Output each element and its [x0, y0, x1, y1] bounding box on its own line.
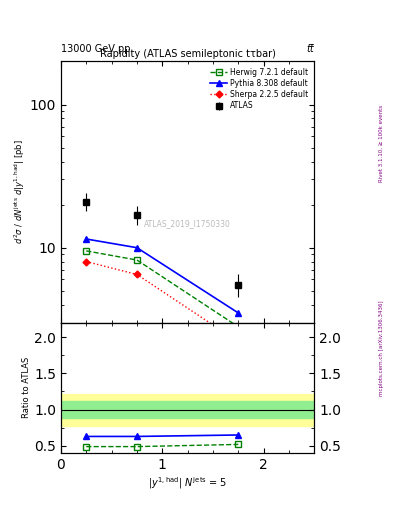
- Sherpa 2.2.5 default: [84, 259, 89, 265]
- Legend: Herwig 7.2.1 default, Pythia 8.308 default, Sherpa 2.2.5 default, ATLAS: Herwig 7.2.1 default, Pythia 8.308 defau…: [208, 65, 310, 113]
- Y-axis label: $d^2\sigma$ / $dN^\mathrm{jets}$ $d|y^{1,\mathrm{had}}|$ [pb]: $d^2\sigma$ / $dN^\mathrm{jets}$ $d|y^{1…: [13, 140, 27, 244]
- Herwig 7.2.1 default: [84, 248, 89, 254]
- Text: 13000 GeV pp: 13000 GeV pp: [61, 44, 130, 54]
- Line: Pythia 8.308 default: Pythia 8.308 default: [83, 236, 242, 316]
- Line: Herwig 7.2.1 default: Herwig 7.2.1 default: [83, 248, 241, 330]
- Pythia 8.308 default: [135, 245, 140, 251]
- Sherpa 2.2.5 default: [135, 271, 140, 278]
- Herwig 7.2.1 default: [135, 257, 140, 263]
- Bar: [61, 401, 314, 418]
- Text: Rivet 3.1.10, ≥ 100k events: Rivet 3.1.10, ≥ 100k events: [379, 105, 384, 182]
- Pythia 8.308 default: [84, 236, 89, 242]
- Title: Rapidity (ATLAS semileptonic tτbar): Rapidity (ATLAS semileptonic tτbar): [100, 49, 275, 59]
- Y-axis label: Ratio to ATLAS: Ratio to ATLAS: [22, 357, 31, 418]
- Text: tt̅: tt̅: [307, 44, 314, 54]
- Pythia 8.308 default: [236, 310, 241, 316]
- X-axis label: $|y^{1,\mathrm{had}}|$ $N^\mathrm{jets}$ = 5: $|y^{1,\mathrm{had}}|$ $N^\mathrm{jets}$…: [148, 475, 228, 490]
- Line: Sherpa 2.2.5 default: Sherpa 2.2.5 default: [84, 259, 241, 344]
- Bar: [61, 394, 314, 425]
- Herwig 7.2.1 default: [236, 324, 241, 330]
- Text: ATLAS_2019_I1750330: ATLAS_2019_I1750330: [144, 219, 231, 228]
- Sherpa 2.2.5 default: [236, 339, 241, 345]
- Text: mcplots.cern.ch [arXiv:1306.3436]: mcplots.cern.ch [arXiv:1306.3436]: [379, 301, 384, 396]
